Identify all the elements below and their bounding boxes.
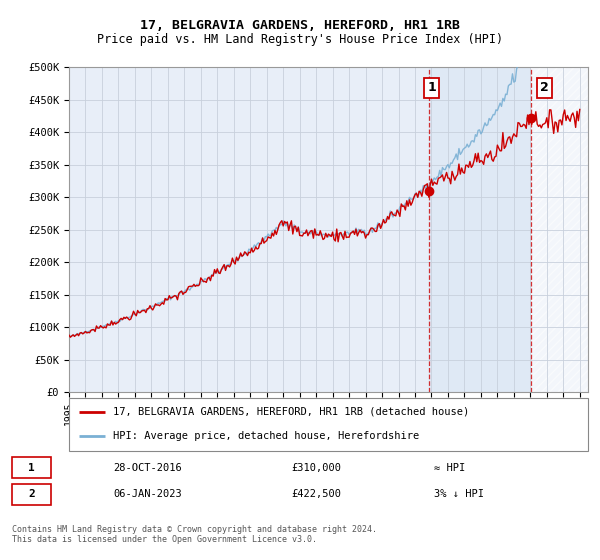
Text: 17, BELGRAVIA GARDENS, HEREFORD, HR1 1RB (detached house): 17, BELGRAVIA GARDENS, HEREFORD, HR1 1RB… (113, 407, 469, 417)
Text: ≈ HPI: ≈ HPI (434, 463, 465, 473)
Text: £310,000: £310,000 (291, 463, 341, 473)
Bar (531, 67, 588, 392)
Text: £422,500: £422,500 (291, 489, 341, 500)
Bar (428, 67, 531, 392)
Text: Price paid vs. HM Land Registry's House Price Index (HPI): Price paid vs. HM Land Registry's House … (97, 32, 503, 46)
Text: 1: 1 (28, 463, 35, 473)
FancyBboxPatch shape (12, 457, 50, 478)
Text: 17, BELGRAVIA GARDENS, HEREFORD, HR1 1RB: 17, BELGRAVIA GARDENS, HEREFORD, HR1 1RB (140, 18, 460, 32)
FancyBboxPatch shape (69, 398, 588, 451)
Text: 2: 2 (539, 82, 548, 95)
Text: 1: 1 (428, 82, 436, 95)
Text: HPI: Average price, detached house, Herefordshire: HPI: Average price, detached house, Here… (113, 431, 419, 441)
FancyBboxPatch shape (12, 484, 50, 505)
Text: 28-OCT-2016: 28-OCT-2016 (113, 463, 182, 473)
Text: Contains HM Land Registry data © Crown copyright and database right 2024.
This d: Contains HM Land Registry data © Crown c… (12, 525, 377, 544)
Text: 3% ↓ HPI: 3% ↓ HPI (434, 489, 484, 500)
Text: 2: 2 (28, 489, 35, 500)
Text: 06-JAN-2023: 06-JAN-2023 (113, 489, 182, 500)
